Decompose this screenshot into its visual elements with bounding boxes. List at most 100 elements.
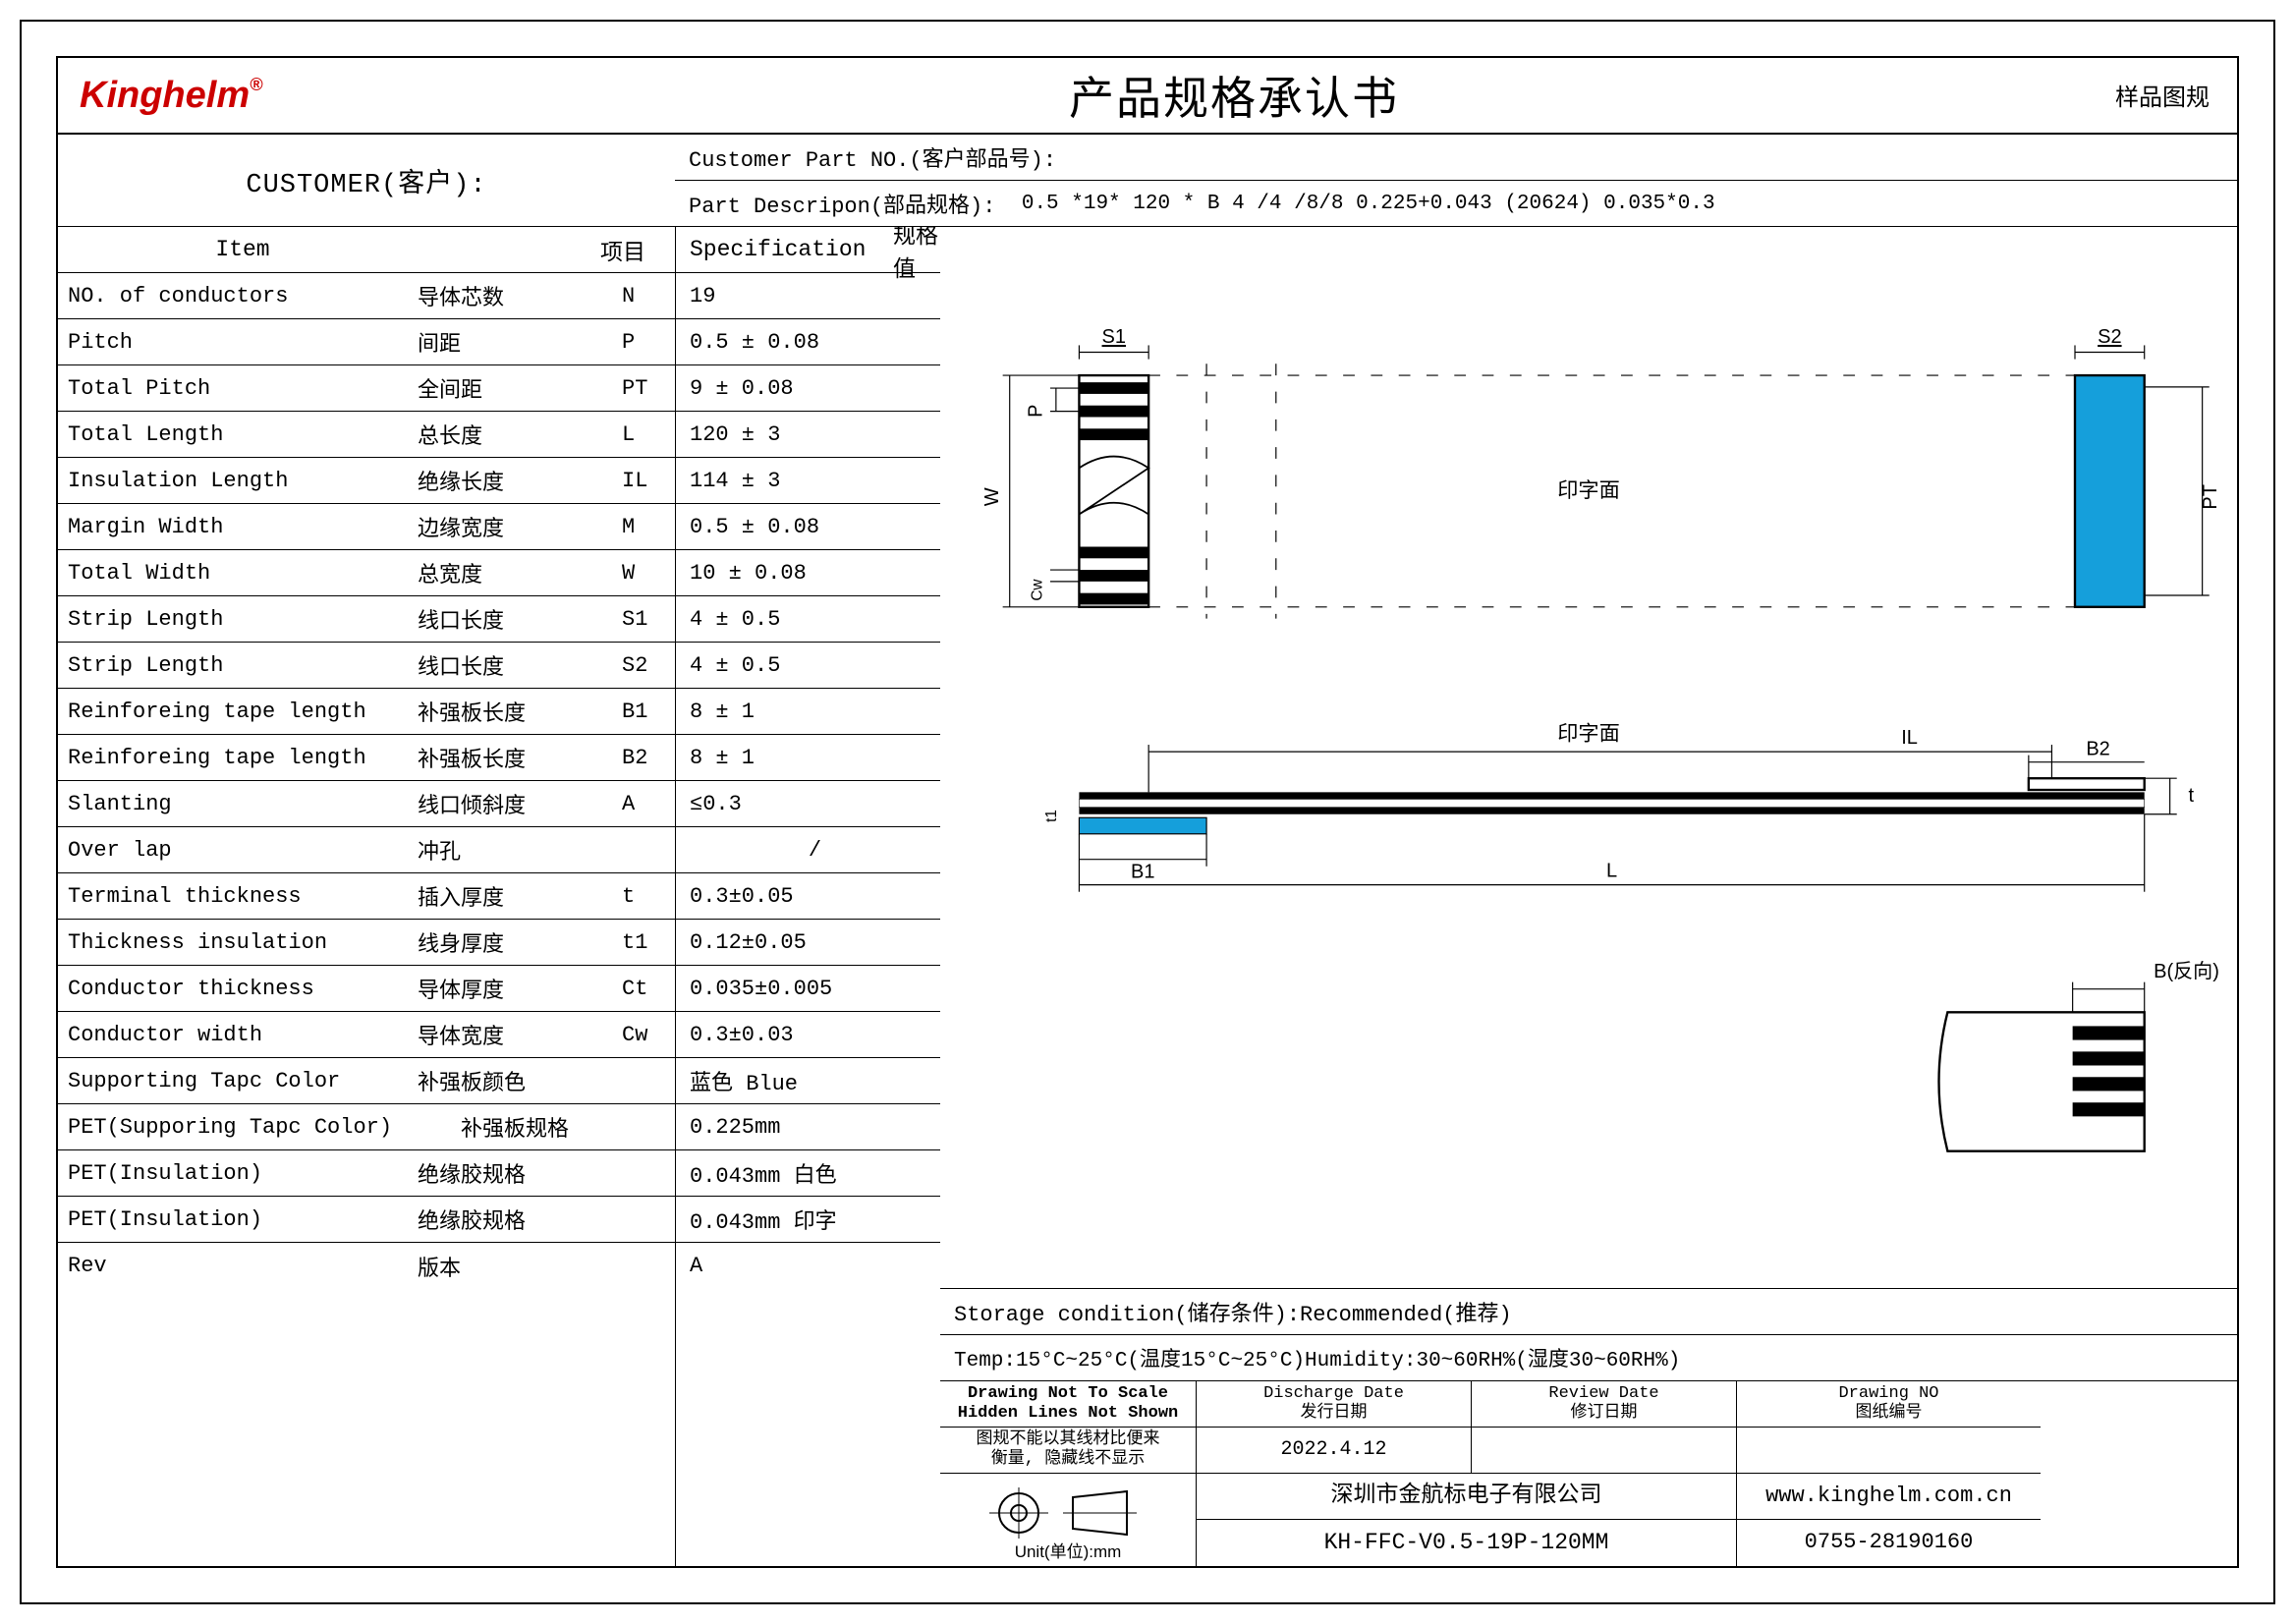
item-sym: W [622,561,665,586]
spec-value: ≤0.3 [676,781,940,827]
diagram-svg: 印字面 S1 S2 W [940,227,2237,1288]
item-cn: 线身厚度 [418,926,622,958]
dim-w: W [981,487,1003,506]
item-row: Strip Length线口长度S1 [58,596,675,643]
cust-desc-value: 0.5 *19* 120 * B 4 /4 /8/8 0.225+0.043 (… [1022,193,1715,215]
spec-value: 0.5 ± 0.08 [676,319,940,365]
stiffener-s2 [2075,375,2145,607]
spec-value: 4 ± 0.5 [676,596,940,643]
item-column: CUSTOMER(客户): Item 项目 NO. of conductors导… [58,135,675,1566]
spec-value: A [676,1243,940,1289]
item-cn: 补强板规格 [461,1111,622,1143]
dim-b1: B1 [1131,862,1154,883]
item-row: Supporting Tapc Color补强板颜色 [58,1058,675,1104]
top-left-stripes [1079,375,1148,607]
projection-icon [980,1484,1156,1542]
spec-value: 8 ± 1 [676,735,940,781]
item-en: Reinforeing tape length [68,746,418,770]
spec-value: 0.3±0.03 [676,1012,940,1058]
footer-grid: Drawing Not To Scale Hidden Lines Not Sh… [940,1381,2237,1566]
item-cn: 绝缘胶规格 [418,1157,622,1189]
item-en: Reinforeing tape length [68,700,418,724]
item-en: Thickness insulation [68,930,418,955]
spec-value: 114 ± 3 [676,458,940,504]
item-sym: B1 [622,700,665,724]
customer-cell: CUSTOMER(客户): [58,135,675,227]
item-row: Thickness insulation线身厚度t1 [58,920,675,966]
item-cn: 总长度 [418,419,622,450]
item-row: Reinforeing tape length补强板长度B1 [58,689,675,735]
item-cn: 线口长度 [418,649,622,681]
item-sym: N [622,284,665,308]
mechanical-diagram: 印字面 S1 S2 W [940,227,2237,1289]
item-sym: Ct [622,977,665,1001]
item-cn: 导体芯数 [418,280,622,311]
spec-value: 0.5 ± 0.08 [676,504,940,550]
page-title: 产品规格承认书 [353,63,2115,128]
item-row: PET(Insulation)绝缘胶规格 [58,1150,675,1197]
item-cn: 绝缘胶规格 [418,1204,622,1235]
draw-note-en: Drawing Not To Scale Hidden Lines Not Sh… [940,1381,1196,1428]
item-row: PET(Supporing Tapc Color)补强板规格 [58,1104,675,1150]
spec-value: 0.225mm [676,1104,940,1150]
item-sym: t1 [622,930,665,955]
item-cn: 线口长度 [418,603,622,635]
spec-value: 0.043mm 白色 [676,1150,940,1197]
item-cn: 版本 [418,1251,622,1282]
dim-p: P [1026,405,1047,418]
item-en: Insulation Length [68,469,418,493]
item-en: Terminal thickness [68,884,418,909]
item-cn: 导体厚度 [418,973,622,1004]
customer-label: CUSTOMER(客户): [246,161,486,200]
unit-label: Unit(单位):mm [1015,1542,1122,1562]
spec-value: 0.12±0.05 [676,920,940,966]
reverse-detail [1939,1012,2145,1150]
item-sym: PT [622,376,665,401]
review-header: Review Date 修订日期 [1471,1381,1736,1428]
item-en: Conductor width [68,1023,418,1047]
item-en: PET(Insulation) [68,1207,418,1232]
item-row: Terminal thickness插入厚度t [58,873,675,920]
item-en: PET(Insulation) [68,1161,418,1186]
storage-row-1: Storage condition(储存条件):Recommended(推荐) [940,1289,2237,1335]
dim-t1: t1 [1043,810,1060,822]
item-en: Slanting [68,792,418,816]
item-row: Insulation Length绝缘长度IL [58,458,675,504]
dim-b-rev: B(反向) [2154,960,2219,982]
item-en: Over lap [68,838,418,863]
header-bar: Kinghelm® 产品规格承认书 样品图规 [58,58,2237,135]
item-cn: 补强板长度 [418,696,622,727]
spec-value: 蓝色 Blue [676,1058,940,1104]
item-cn: 插入厚度 [418,880,622,912]
spec-header-en: Specification [690,237,866,262]
item-cn: 冲孔 [418,834,622,866]
item-row: Conductor thickness导体厚度Ct [58,966,675,1012]
dim-il: IL [1901,727,1918,749]
item-row: Strip Length线口长度S2 [58,643,675,689]
item-sym: t [622,884,665,909]
item-row: Margin Width边缘宽度M [58,504,675,550]
part-cell: KH-FFC-V0.5-19P-120MM [1196,1520,1736,1566]
spec-value: 19 [676,273,940,319]
item-cn: 间距 [418,326,622,358]
cust-desc-label: Part Descripon(部品规格): [689,188,995,219]
stiffener-b1 [1079,817,1206,834]
item-sym: M [622,515,665,539]
company-cell: 深圳市金航标电子有限公司 [1196,1474,1736,1520]
item-sym: B2 [622,746,665,770]
item-en: Strip Length [68,653,418,678]
cust-desc: Part Descripon(部品规格): 0.5 *19* 120 * B 4… [675,181,2237,227]
spec-value: 0.043mm 印字 [676,1197,940,1243]
unit-cell: Unit(单位):mm [940,1474,1196,1566]
item-header: Item 项目 [58,227,675,273]
item-cn: 总宽度 [418,557,622,588]
item-row: Total Width总宽度W [58,550,675,596]
item-row: Rev版本 [58,1243,675,1289]
item-en: Supporting Tapc Color [68,1069,418,1093]
spec-sheet: Kinghelm® 产品规格承认书 样品图规 CUSTOMER(客户): Ite… [20,20,2275,1604]
spec-value: 4 ± 0.5 [676,643,940,689]
logo-reg: ® [250,75,262,94]
storage-row-2: Temp:15°C~25°C(温度15°C~25°C)Humidity:30~6… [940,1335,2237,1381]
spec-value: 9 ± 0.08 [676,365,940,412]
item-header-cn: 项目 [418,233,665,266]
